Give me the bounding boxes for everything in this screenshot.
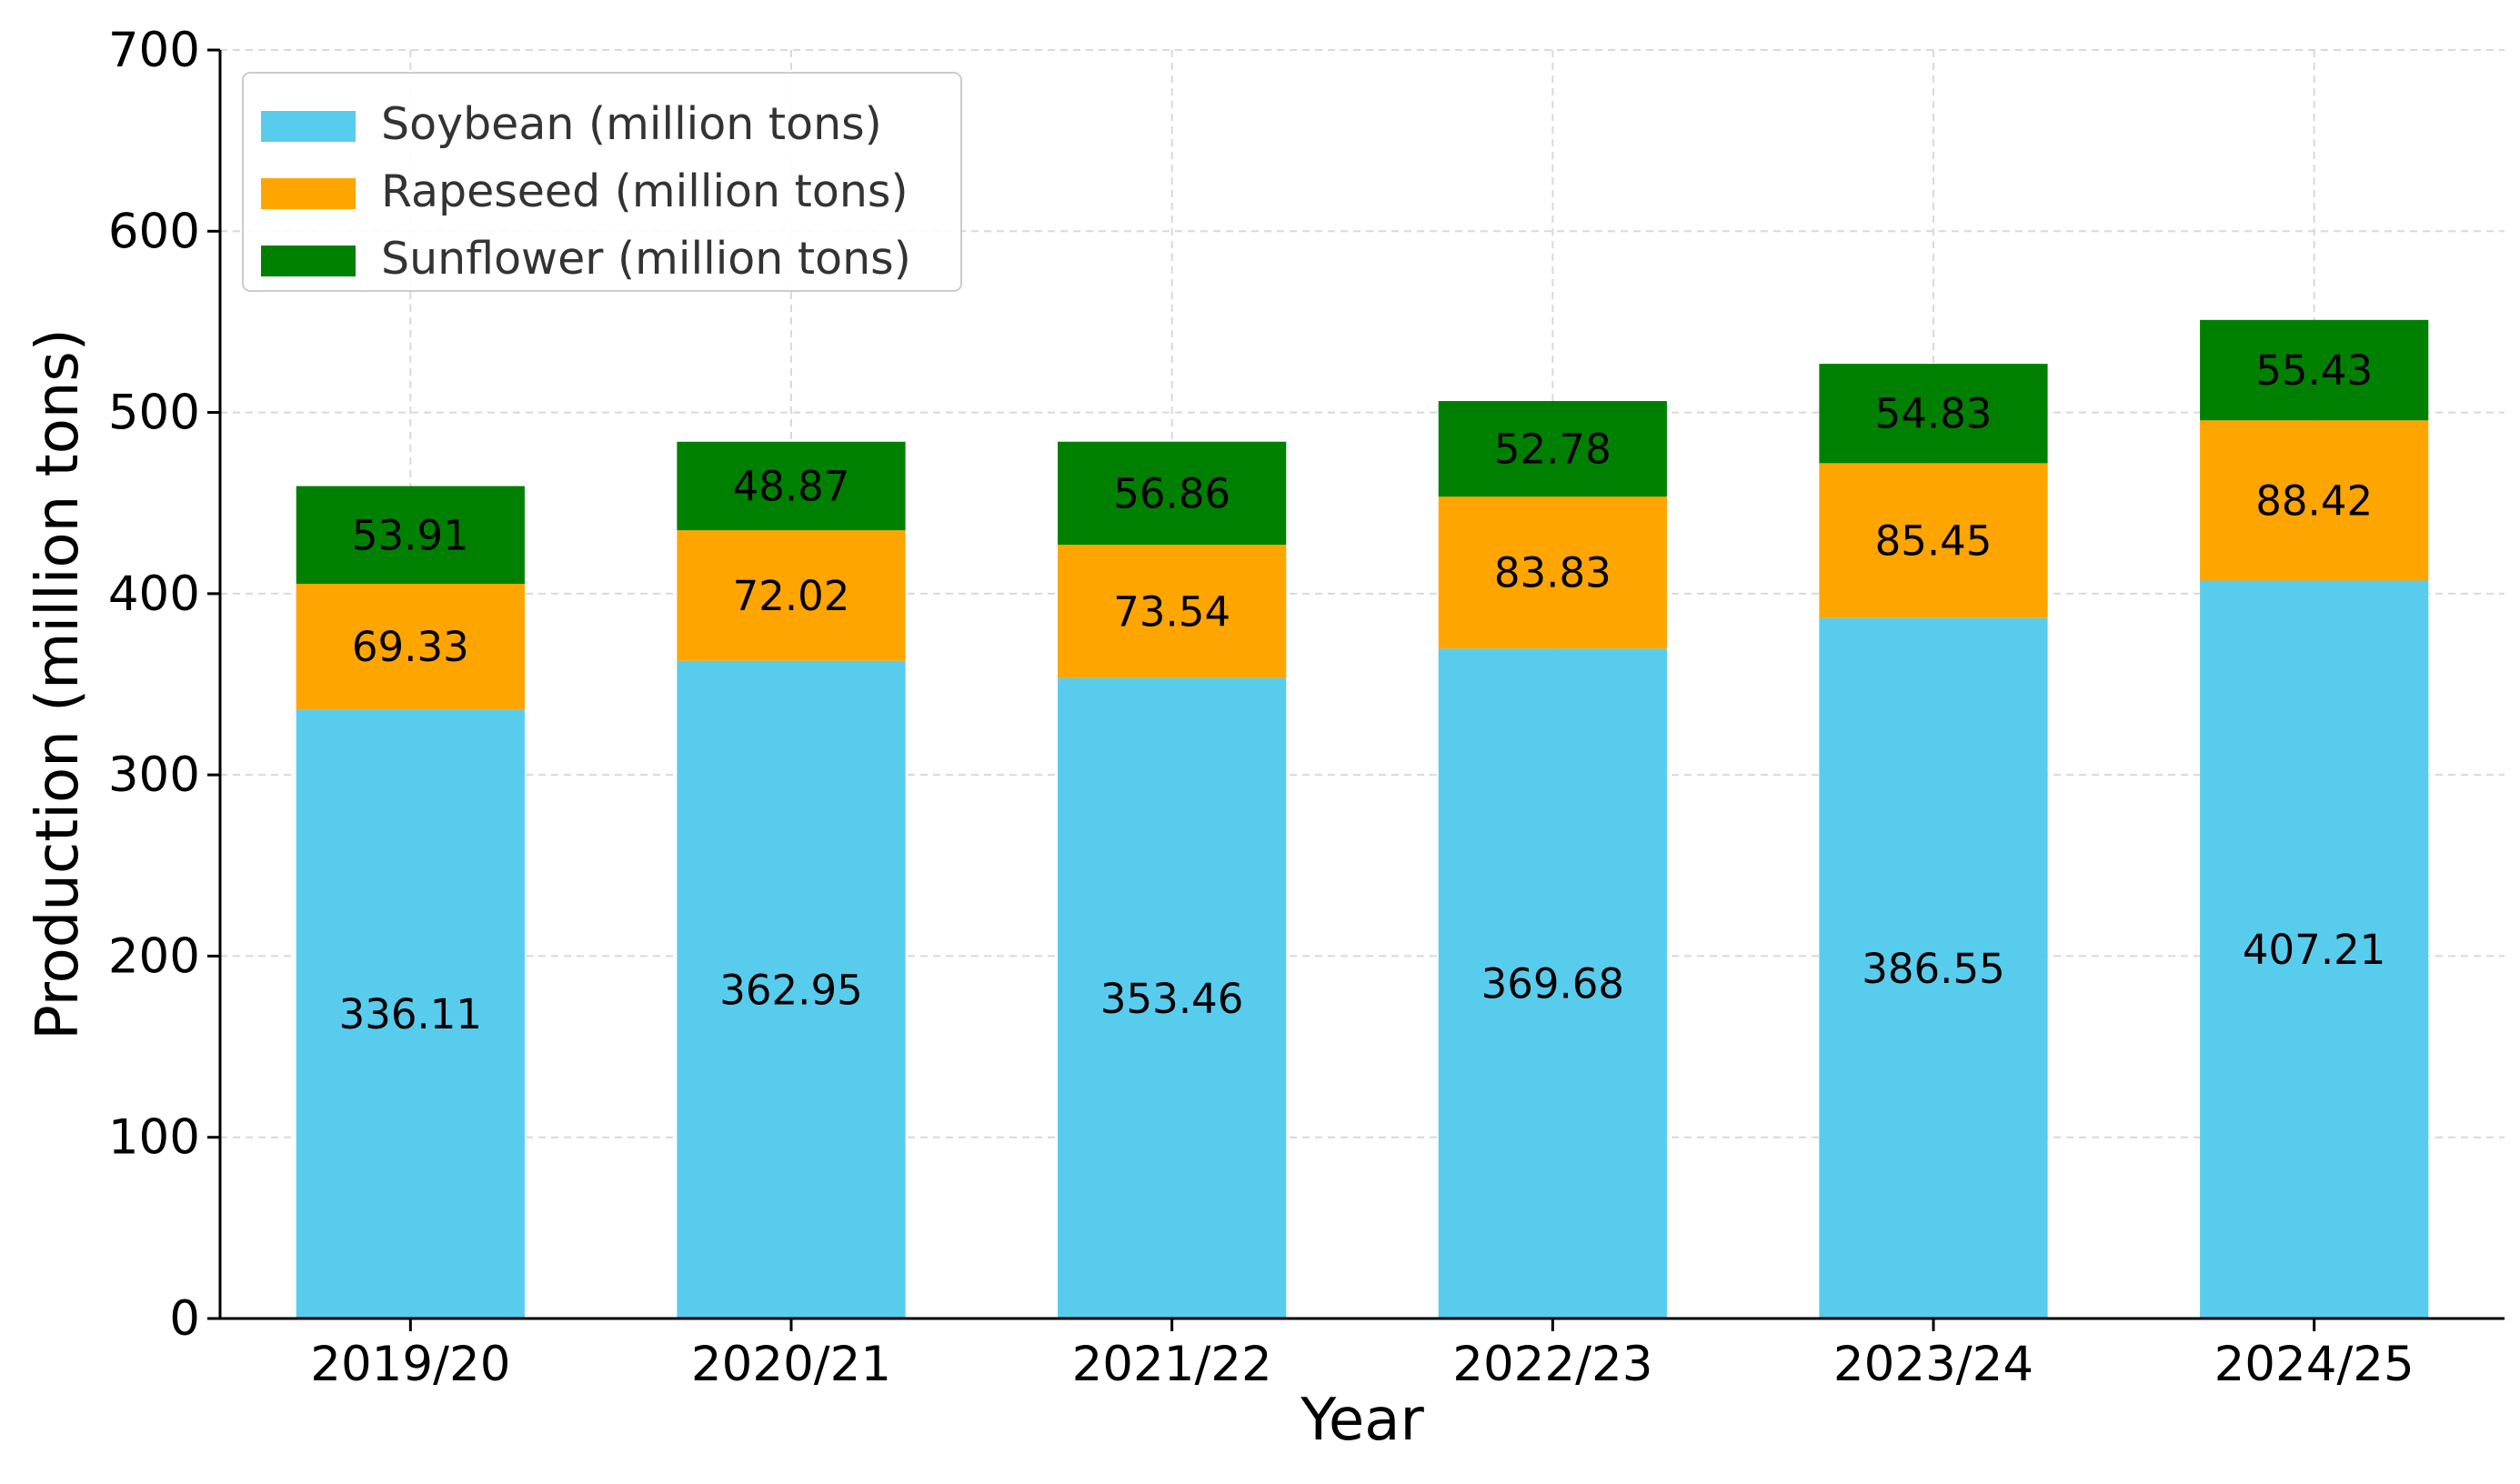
bar-segment [2200, 319, 2429, 421]
legend: Soybean (million tons) Rapeseed (million … [242, 72, 962, 292]
bar-value-label: 336.11 [339, 990, 482, 1038]
legend-swatch [261, 178, 356, 209]
bar-segment [1058, 441, 1287, 546]
legend-entry: Rapeseed (million tons) [381, 165, 909, 217]
x-tick-label: 2022/23 [1452, 1337, 1652, 1392]
bar-segment [1819, 463, 2048, 618]
bar-value-label: 386.55 [1862, 945, 2004, 993]
legend-swatch [261, 111, 356, 142]
bar-value-label: 83.83 [1494, 549, 1611, 597]
bar-segment [2200, 580, 2429, 1319]
bar-value-label: 353.46 [1100, 975, 1243, 1023]
bar-value-label: 69.33 [352, 623, 469, 671]
bar-segment [296, 584, 525, 710]
bar-segment [1058, 677, 1287, 1319]
data-labels: 336.11 69.33 53.91 362.95 72.02 48.87 353.46 73… [339, 346, 2386, 1038]
legend-entry: Sunflower (million tons) [381, 233, 911, 285]
bar-value-label: 362.95 [719, 966, 862, 1014]
y-tick-label: 200 [108, 928, 200, 984]
bar-value-label: 72.02 [733, 572, 850, 620]
bar-segment [1438, 401, 1667, 497]
bar-segment [296, 709, 525, 1319]
bar-value-label: 407.21 [2243, 926, 2385, 974]
bar-segment [2200, 420, 2429, 581]
bar-segment [677, 441, 906, 531]
bar-value-label: 85.45 [1875, 517, 1993, 566]
axes: 0 100 200 300 400 500 600 700 2019/20 2020/21 2021… [108, 23, 2505, 1392]
y-tick-label: 100 [108, 1110, 200, 1166]
bar-value-label: 369.68 [1481, 960, 1624, 1008]
x-tick-label: 2020/21 [691, 1337, 891, 1392]
x-tick-label: 2019/20 [310, 1337, 510, 1392]
bar-segment [677, 660, 906, 1319]
bar-segment [1438, 496, 1667, 649]
bar-segment [1819, 617, 2048, 1319]
bar-segment [296, 486, 525, 585]
y-tick-label: 700 [108, 23, 200, 78]
bar-value-label: 56.86 [1113, 469, 1230, 517]
bar-value-label: 48.87 [733, 462, 850, 510]
bar-value-label: 52.78 [1494, 426, 1611, 474]
bar-value-label: 88.42 [2255, 476, 2373, 525]
y-tick-label: 600 [108, 204, 200, 259]
legend-frame [242, 72, 962, 292]
x-axis-title: Year [1300, 1387, 1424, 1454]
y-tick-label: 500 [108, 386, 200, 441]
bar-segment [1438, 648, 1667, 1319]
bar-value-label: 55.43 [2255, 346, 2373, 395]
bar-segment [677, 530, 906, 661]
legend-entry: Soybean (million tons) [381, 98, 882, 150]
y-tick-label: 300 [108, 747, 200, 803]
bars [296, 319, 2429, 1319]
y-axis-title: Production (million tons) [25, 328, 92, 1039]
bar-segment [1819, 364, 2048, 464]
bar-value-label: 73.54 [1113, 587, 1230, 636]
y-tick-label: 400 [108, 567, 200, 622]
bar-segment [1058, 545, 1287, 678]
bar-value-label: 53.91 [352, 511, 469, 559]
x-tick-label: 2021/22 [1072, 1337, 1272, 1392]
x-tick-label: 2023/24 [1833, 1337, 2033, 1392]
y-tick-label: 0 [169, 1291, 200, 1347]
bar-value-label: 54.83 [1875, 390, 1993, 438]
legend-swatch [261, 246, 356, 276]
x-tick-label: 2024/25 [2214, 1337, 2415, 1392]
